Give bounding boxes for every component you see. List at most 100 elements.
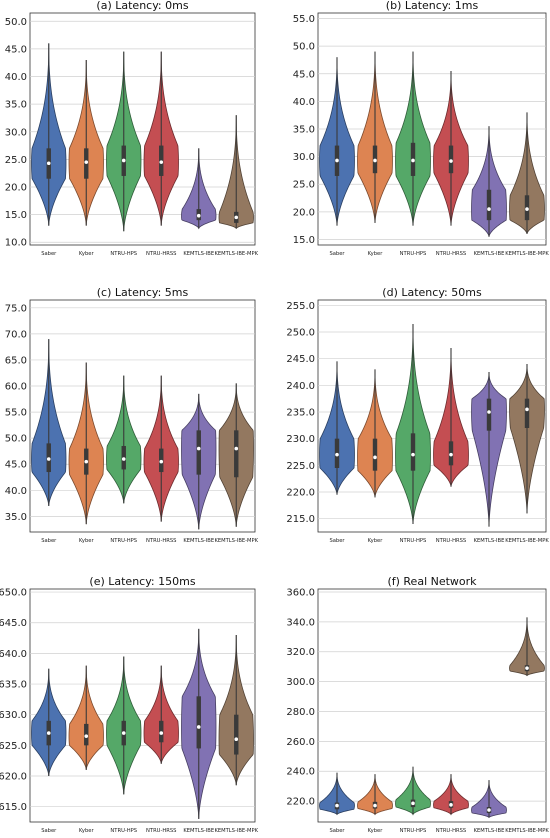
x-tick-label: NTRU-HRSS <box>436 828 466 834</box>
y-tick-label: 625.0 <box>0 741 27 752</box>
plot-frame <box>29 12 256 246</box>
iqr-box-kemtls-ibe <box>196 430 201 475</box>
y-tick-label: 620.0 <box>0 772 27 783</box>
x-tick-label: KEMTLS-IBE <box>474 251 505 257</box>
panel-4: 215.0 220.0 225.0 230.0 235.0 240.0 245.0 250.0… <box>286 286 549 544</box>
y-tick-label: 230.0 <box>286 434 315 445</box>
x-tick-label: KEMTLS-IBE <box>183 251 214 257</box>
chart-title: (d) Latency: 50ms <box>382 286 482 299</box>
y-tick-label: 30.0 <box>293 152 315 163</box>
panel-5: 615.0 620.0 625.0 630.0 635.0 640.0 645.0 650.0… <box>0 575 259 834</box>
y-tick-label: 45.0 <box>5 44 27 55</box>
y-tick-label: 240.0 <box>286 381 315 392</box>
x-tick-label: Saber <box>329 538 345 544</box>
x-tick-label: Kyber <box>368 538 384 544</box>
y-tick-label: 650.0 <box>0 588 27 599</box>
median-marker-kemtls-ibe <box>487 207 491 211</box>
y-tick-label: 240.0 <box>286 767 315 778</box>
panel-6: 220.0 240.0 260.0 280.0 300.0 320.0 340.0 360.0… <box>286 575 549 834</box>
iqr-box-kemtls-ibe-mpk <box>234 430 239 478</box>
y-tick-label: 20.0 <box>5 183 27 194</box>
y-tick-label: 55.0 <box>293 14 315 25</box>
y-tick-label: 215.0 <box>286 514 315 525</box>
median-marker-kemtls-ibe-mpk <box>525 407 529 412</box>
y-tick-label: 260.0 <box>286 737 315 748</box>
y-tick-label: 70.0 <box>5 329 27 340</box>
median-marker-ntru-hrss <box>449 159 453 163</box>
x-tick-label: Saber <box>329 828 345 834</box>
y-tick-label: 30.0 <box>5 127 27 138</box>
median-marker-ntru-hrss <box>159 459 164 464</box>
x-tick-label: NTRU-HPS <box>400 538 427 544</box>
median-marker-kemtls-ibe-mpk <box>234 215 239 220</box>
y-tick-label: 10.0 <box>5 238 27 249</box>
x-tick-label: Kyber <box>368 828 384 834</box>
y-tick-label: 60.0 <box>5 382 27 393</box>
x-tick-label: NTRU-HRSS <box>146 538 176 544</box>
median-marker-kemtls-ibe-mpk <box>525 666 529 670</box>
chart-title: (f) Real Network <box>387 575 477 588</box>
y-tick-label: 645.0 <box>0 618 27 629</box>
median-marker-kemtls-ibe-mpk <box>234 737 239 742</box>
x-tick-label: KEMTLS-IBE-MPK <box>505 251 549 257</box>
y-tick-label: 220.0 <box>286 488 315 499</box>
chart-title: (a) Latency: 0ms <box>96 0 188 12</box>
iqr-box-kemtls-ibe-mpk <box>234 714 239 755</box>
iqr-box-kyber <box>372 438 378 471</box>
median-marker-saber <box>335 452 339 457</box>
y-tick-label: 630.0 <box>0 710 27 721</box>
plot-frame <box>317 588 547 823</box>
y-tick-label: 75.0 <box>5 303 27 314</box>
y-tick-label: 280.0 <box>286 707 315 718</box>
y-tick-label: 320.0 <box>286 647 315 658</box>
x-tick-label: KEMTLS-IBE <box>183 538 214 544</box>
x-tick-label: NTRU-HPS <box>400 828 427 834</box>
x-tick-label: NTRU-HRSS <box>436 538 466 544</box>
plot-frame <box>29 299 256 533</box>
panel-1: 10.0 15.0 20.0 25.0 30.0 35.0 40.0 45.0 50.0 (a) … <box>5 0 259 257</box>
iqr-box-kemtls-ibe <box>196 696 201 749</box>
median-marker-kemtls-ibe <box>487 410 491 414</box>
x-tick-label: KEMTLS-IBE <box>474 828 505 834</box>
median-marker-ntru-hrss <box>159 160 164 164</box>
x-tick-label: NTRU-HPS <box>110 251 137 257</box>
median-marker-kemtls-ibe-mpk <box>525 207 529 211</box>
median-marker-ntru-hrss <box>449 452 453 457</box>
median-marker-kyber <box>373 455 377 460</box>
y-tick-label: 220.0 <box>286 797 315 808</box>
chart-title: (b) Latency: 1ms <box>386 0 479 12</box>
plot-frame <box>29 588 256 823</box>
median-marker-saber <box>46 731 51 735</box>
x-tick-label: Kyber <box>79 251 95 257</box>
y-tick-label: 65.0 <box>5 355 27 366</box>
median-marker-ntru-hrss <box>159 731 164 735</box>
y-tick-label: 35.0 <box>293 125 315 136</box>
median-marker-kyber <box>84 734 89 738</box>
y-tick-label: 35.0 <box>5 100 27 111</box>
median-marker-kyber <box>84 459 89 464</box>
y-tick-label: 360.0 <box>286 587 315 598</box>
x-tick-label: Saber <box>41 538 57 544</box>
median-marker-kemtls-ibe <box>196 213 201 218</box>
y-tick-label: 225.0 <box>286 461 315 472</box>
y-tick-label: 340.0 <box>286 617 315 628</box>
median-marker-ntru-hps <box>411 452 415 457</box>
y-tick-label: 635.0 <box>0 680 27 691</box>
chart-title: (c) Latency: 5ms <box>97 286 189 299</box>
y-tick-label: 15.0 <box>293 235 315 246</box>
iqr-box-kemtls-ibe <box>486 189 492 221</box>
x-tick-label: KEMTLS-IBE <box>183 828 214 834</box>
y-tick-label: 50.0 <box>293 42 315 53</box>
median-marker-saber <box>46 161 51 166</box>
y-tick-label: 25.0 <box>5 155 27 166</box>
median-marker-ntru-hps <box>121 457 126 461</box>
x-tick-label: KEMTLS-IBE-MPK <box>214 251 258 257</box>
y-tick-label: 55.0 <box>5 408 27 419</box>
y-tick-label: 45.0 <box>293 69 315 80</box>
median-marker-ntru-hps <box>121 731 126 735</box>
x-tick-label: Kyber <box>79 828 95 834</box>
y-tick-label: 40.0 <box>5 72 27 83</box>
x-tick-label: Saber <box>41 828 57 834</box>
